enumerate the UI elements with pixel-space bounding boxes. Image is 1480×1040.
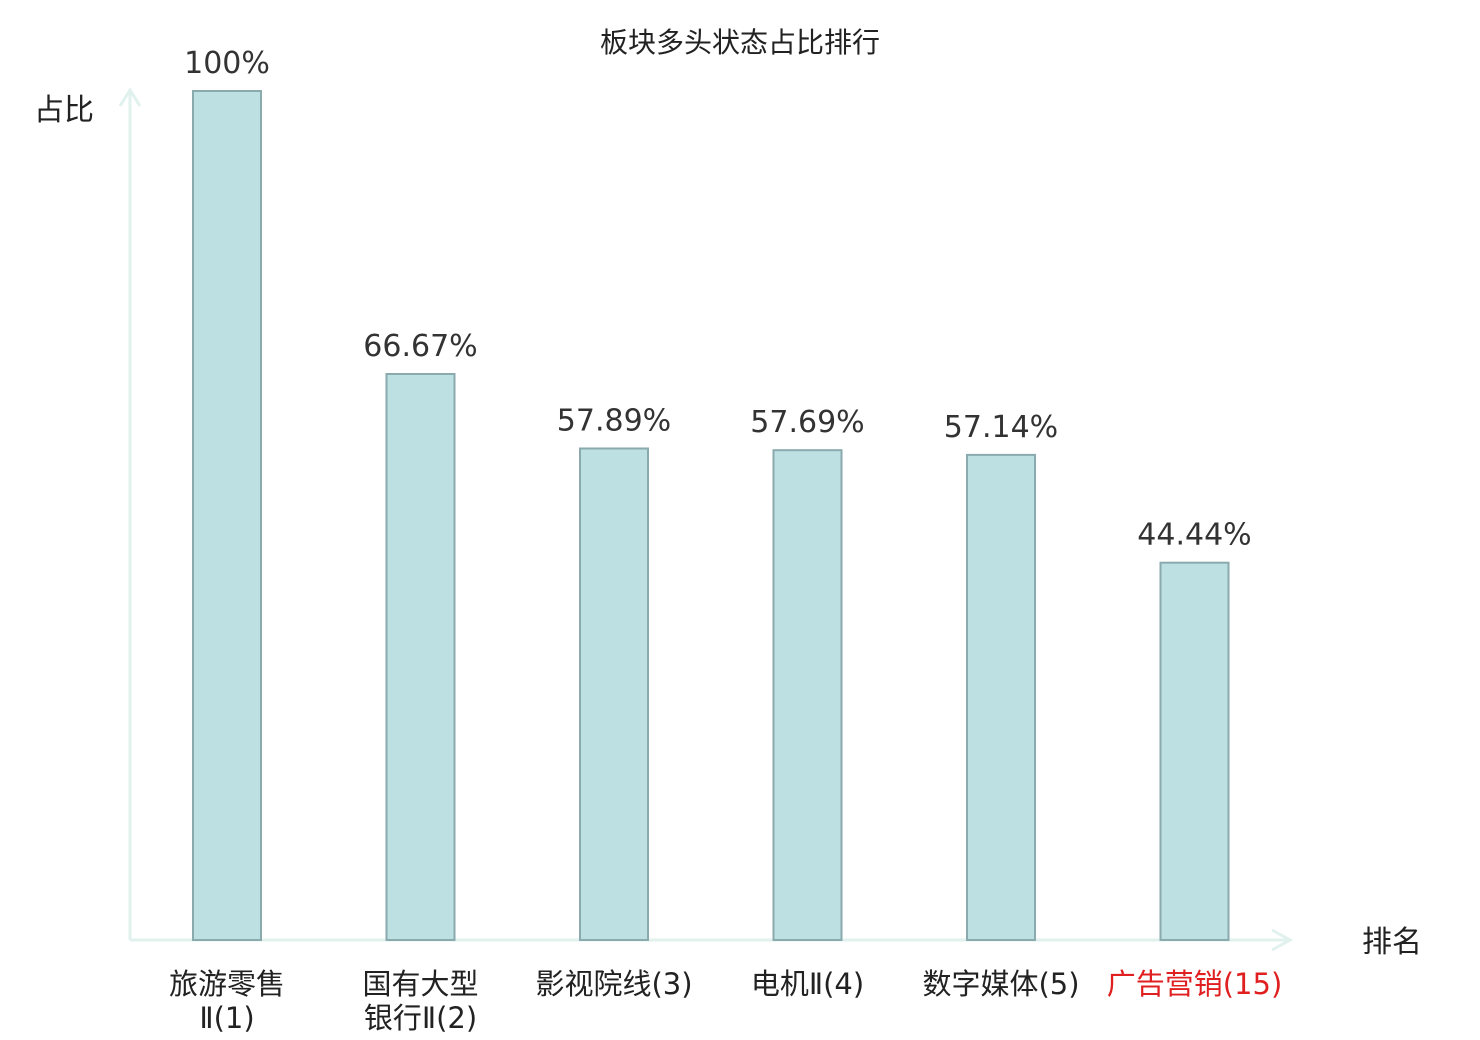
- bar-3: [579, 447, 649, 941]
- x-axis-label: 排名: [1362, 925, 1422, 960]
- bar-6: [1159, 561, 1230, 941]
- chart-title: 板块多头状态占比排行: [600, 26, 880, 59]
- value-labels: 100% 66.67% 57.89% 57.69% 57.14% 44.44%: [184, 46, 1252, 553]
- category-labels: 旅游零售 Ⅱ(1) 国有大型银行Ⅱ(2) 影视院线(3) 电机Ⅱ(4) 数字媒体(5) 广告…: [169, 967, 1282, 1035]
- category-label-1: 旅游零售 Ⅱ(1): [169, 967, 285, 1035]
- category-label-4-line-1: 电机Ⅱ(4): [751, 967, 864, 1001]
- category-label-6-line-1: 广告营销(15): [1107, 967, 1283, 1001]
- value-label-2: 66.67%: [363, 329, 477, 364]
- y-axis-label: 占比: [34, 93, 94, 128]
- category-label-2: 国有大型银行Ⅱ(2): [362, 967, 478, 1035]
- bar-5: [966, 453, 1036, 941]
- bar-4: [772, 449, 843, 941]
- value-label-4: 57.69%: [750, 405, 864, 440]
- x-axis: [130, 928, 1294, 952]
- y-axis-arrow: [118, 87, 142, 107]
- category-label-5: 数字媒体(5): [922, 967, 1079, 1001]
- value-label-1: 100%: [184, 46, 270, 81]
- category-label-4: 电机Ⅱ(4): [751, 967, 864, 1001]
- bars: [192, 90, 1230, 941]
- value-label-5: 57.14%: [944, 410, 1058, 445]
- category-label-2-line-1: 国有大型: [362, 967, 478, 1001]
- value-label-3: 57.89%: [557, 404, 671, 439]
- category-label-3-line-1: 影视院线(3): [535, 967, 692, 1001]
- category-label-1-line-2: Ⅱ(1): [199, 1001, 254, 1035]
- y-axis: [118, 87, 142, 940]
- category-label-2-line-2: 银行Ⅱ(2): [364, 1001, 477, 1035]
- bar-2: [385, 373, 456, 941]
- category-label-6: 广告营销(15): [1107, 967, 1283, 1001]
- category-label-5-line-1: 数字媒体(5): [922, 967, 1079, 1001]
- bar-1: [192, 90, 262, 941]
- category-label-3: 影视院线(3): [535, 967, 692, 1001]
- category-label-1-line-1: 旅游零售: [169, 967, 285, 1001]
- x-axis-arrow: [1271, 928, 1294, 952]
- value-label-6: 44.44%: [1137, 518, 1251, 553]
